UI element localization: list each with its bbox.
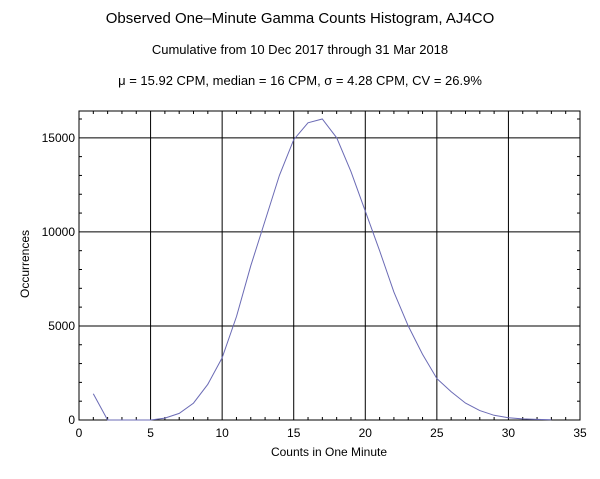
y-axis-label: Occurrences [18, 230, 32, 298]
series-group [92, 118, 552, 421]
plot-frame [78, 110, 581, 421]
chart-stats-line: μ = 15.92 CPM, median = 16 CPM, σ = 4.28… [118, 73, 482, 88]
x-axis-label: Counts in One Minute [271, 445, 387, 459]
y-tick-label: 0 [68, 413, 75, 427]
y-tick-label: 10000 [42, 225, 76, 239]
x-tick-label: 20 [359, 426, 373, 440]
chart-title: Observed One–Minute Gamma Counts Histogr… [105, 10, 495, 27]
x-tick-label: 25 [430, 426, 444, 440]
x-tick-label: 10 [215, 426, 229, 440]
x-tick-labels: 0 5 10 15 20 25 30 35 [76, 426, 587, 440]
y-tick-labels: 0 5000 10000 15000 [42, 131, 76, 427]
x-tick-label: 30 [502, 426, 516, 440]
chart-subtitle: Cumulative from 10 Dec 2017 through 31 M… [151, 42, 449, 57]
y-tick-label: 15000 [42, 131, 76, 145]
x-tick-label: 0 [76, 426, 83, 440]
x-tick-label: 5 [147, 426, 154, 440]
axis-ticks [79, 111, 580, 420]
x-tick-label: 35 [573, 426, 587, 440]
series-line [92, 118, 552, 421]
y-tick-label: 5000 [48, 319, 75, 333]
x-tick-label: 15 [287, 426, 301, 440]
grid-lines [79, 111, 580, 420]
